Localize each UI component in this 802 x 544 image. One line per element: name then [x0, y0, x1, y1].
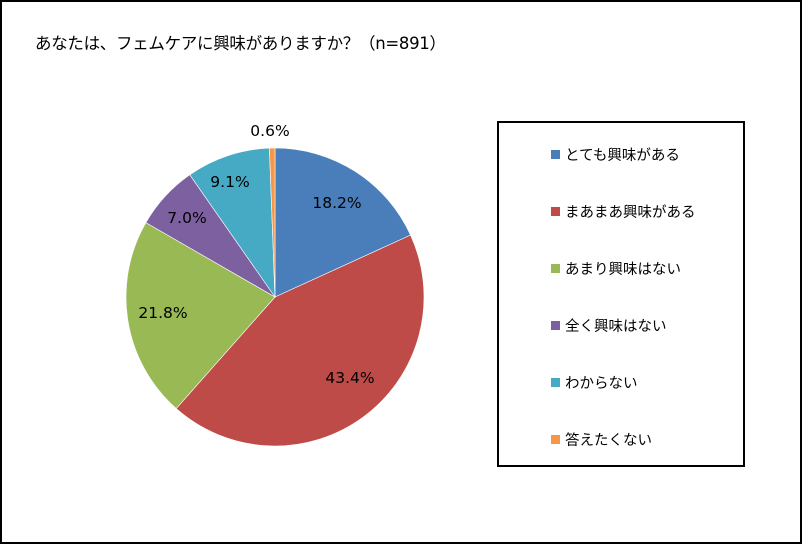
legend-label: 全く興味はない: [565, 319, 667, 335]
legend-item: 全く興味はない: [551, 315, 667, 336]
pie-slice: [269, 147, 276, 298]
data-label: 9.1%: [210, 173, 250, 191]
data-label: 0.6%: [250, 122, 290, 140]
legend-label: 答えたくない: [565, 433, 652, 449]
legend-item: まあまあ興味がある: [551, 201, 696, 222]
legend-label: まあまあ興味がある: [565, 205, 696, 221]
legend-swatch-icon: [551, 321, 560, 330]
legend-swatch-icon: [551, 264, 560, 273]
legend-swatch-icon: [551, 150, 560, 159]
pie-slice: [274, 147, 411, 298]
pie-slice: [189, 147, 276, 299]
pie-slice: [125, 222, 276, 409]
chart-title: あなたは、フェムケアに興味がありますか？（n=891）: [35, 34, 446, 53]
data-label: 7.0%: [167, 209, 207, 227]
data-label: 43.4%: [325, 369, 375, 387]
data-label: 21.8%: [138, 304, 188, 322]
legend-item: 答えたくない: [551, 429, 652, 450]
legend-label: わからない: [565, 376, 638, 392]
legend-swatch-icon: [551, 378, 560, 387]
legend-swatch-icon: [551, 207, 560, 216]
legend-label: とても興味がある: [565, 148, 680, 164]
legend-item: わからない: [551, 372, 638, 393]
legend-swatch-icon: [551, 435, 560, 444]
data-label: 18.2%: [312, 194, 362, 212]
legend-label: あまり興味はない: [565, 262, 681, 278]
legend-item: あまり興味はない: [551, 258, 681, 279]
legend-item: とても興味がある: [551, 144, 680, 165]
legend: とても興味がある まあまあ興味がある あまり興味はない 全く興味はない わからな…: [497, 121, 745, 467]
pie-slice: [175, 234, 425, 447]
